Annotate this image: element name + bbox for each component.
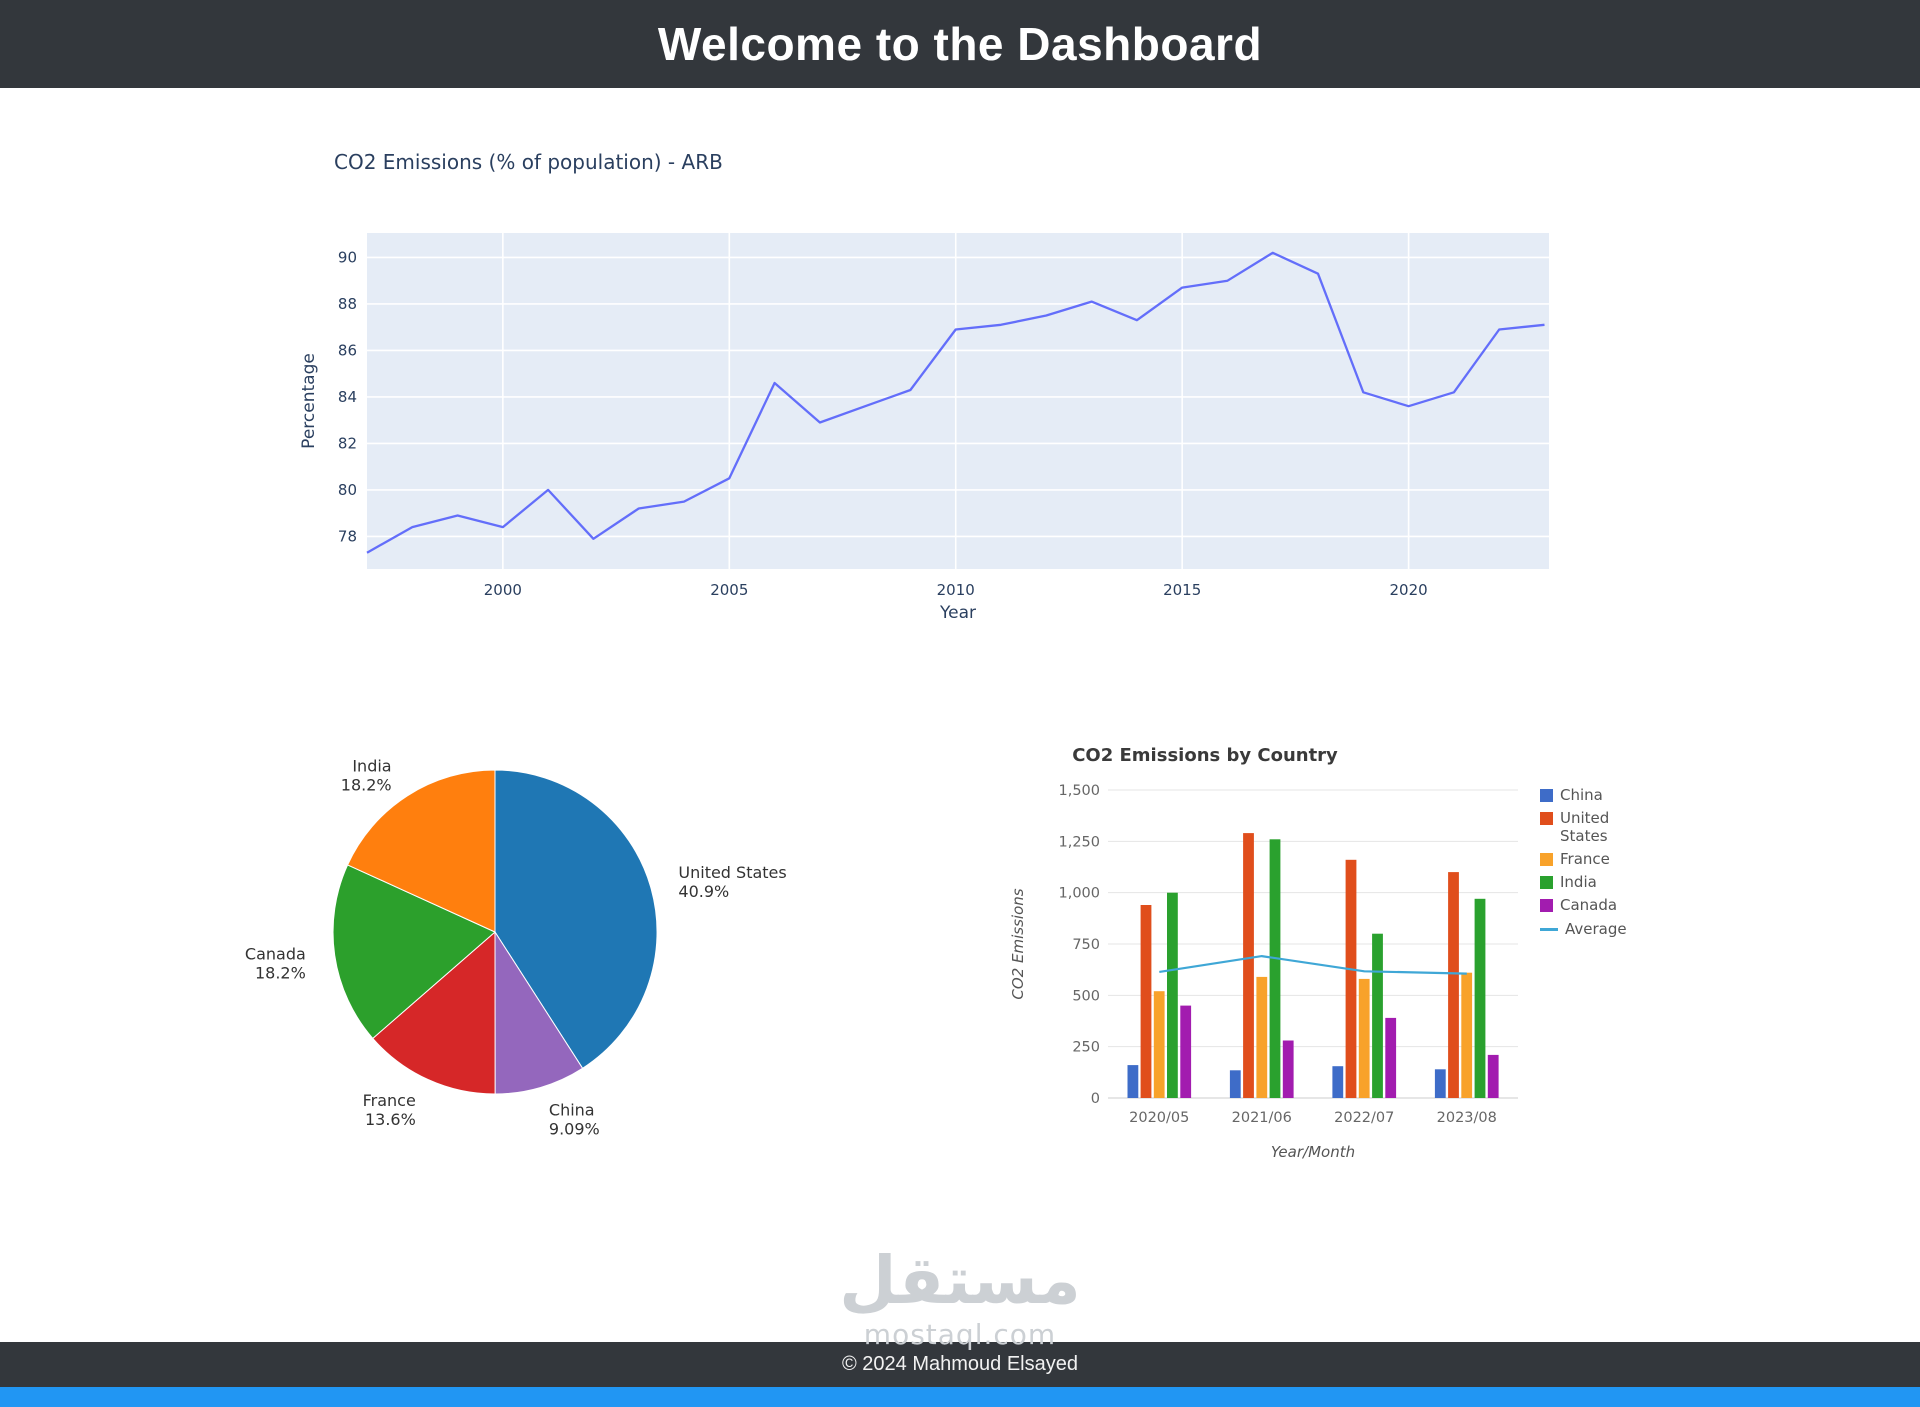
- svg-text:2020: 2020: [1390, 581, 1428, 599]
- bar-united-states-2022/07[interactable]: [1345, 859, 1357, 1098]
- legend-label: France: [1560, 849, 1610, 868]
- line-chart-x-axis-title: Year: [940, 603, 976, 623]
- legend-item-average[interactable]: Average: [1540, 919, 1640, 938]
- footer-bar: © 2024 Mahmoud Elsayed: [0, 1342, 1920, 1387]
- legend-label: Average: [1565, 919, 1627, 938]
- svg-text:82: 82: [338, 434, 357, 452]
- legend-label: India: [1560, 873, 1597, 891]
- svg-text:2020/05: 2020/05: [1129, 1110, 1189, 1126]
- bar-canada-2021/06[interactable]: [1282, 1040, 1294, 1099]
- bar-france-2022/07[interactable]: [1358, 978, 1370, 1098]
- svg-text:250: 250: [1072, 1040, 1100, 1056]
- svg-text:2022/07: 2022/07: [1334, 1110, 1394, 1126]
- svg-text:84: 84: [338, 388, 357, 406]
- bar-united-states-2020/05[interactable]: [1140, 905, 1152, 1098]
- svg-text:1,250: 1,250: [1058, 834, 1100, 850]
- svg-text:750: 750: [1072, 937, 1100, 953]
- svg-text:78: 78: [338, 527, 357, 545]
- svg-text:86: 86: [338, 341, 357, 359]
- co2-pie-chart[interactable]: United States 40.9% China 9.09% France 13.6% C…: [230, 740, 800, 1150]
- bar-chart-title: CO2 Emissions by Country: [1072, 745, 1338, 766]
- pie-slice-india[interactable]: [346, 769, 496, 933]
- pie-slice-united-states[interactable]: [494, 769, 658, 1069]
- pie-slice-canada[interactable]: [332, 864, 496, 1040]
- line-chart-y-axis-title: Percentage: [299, 353, 319, 449]
- svg-text:88: 88: [338, 295, 357, 313]
- legend-item-india[interactable]: India: [1540, 873, 1640, 891]
- line-chart-title: CO2 Emissions (% of population) - ARB: [334, 150, 723, 174]
- co2-bar-chart[interactable]: 0 250 500 750 1,000 1,250 1,500 2020/05 2021/06 2…: [1000, 745, 1690, 1175]
- bar-india-2020/05[interactable]: [1167, 892, 1178, 1098]
- bar-canada-2023/08[interactable]: [1487, 1054, 1499, 1098]
- legend-swatch: [1540, 852, 1553, 866]
- watermark: مستقل mostaql.com: [839, 1242, 1081, 1352]
- bar-india-2022/07[interactable]: [1372, 933, 1383, 1098]
- svg-text:2023/08: 2023/08: [1437, 1110, 1497, 1126]
- svg-text:1,000: 1,000: [1058, 886, 1100, 902]
- bar-france-2020/05[interactable]: [1153, 991, 1165, 1098]
- bar-chart-panel: CO2 Emissions by Country 0 250 500 750 1,000…: [1000, 745, 1690, 1175]
- legend-item-canada[interactable]: Canada: [1540, 896, 1640, 915]
- bar-china-2021/06[interactable]: [1229, 1070, 1241, 1098]
- legend-swatch: [1540, 789, 1553, 802]
- bar-france-2021/06[interactable]: [1256, 976, 1268, 1098]
- svg-text:1,500: 1,500: [1058, 783, 1100, 799]
- bar-china-2023/08[interactable]: [1434, 1069, 1446, 1098]
- pie-slice-china[interactable]: [494, 930, 584, 1095]
- bar-india-2021/06[interactable]: [1269, 839, 1281, 1098]
- bar-india-2023/08[interactable]: [1474, 898, 1486, 1098]
- svg-text:2015: 2015: [1163, 581, 1201, 599]
- bar-united-states-2021/06[interactable]: [1243, 833, 1254, 1098]
- footer-accent-strip: [0, 1387, 1920, 1407]
- bar-china-2020/05[interactable]: [1127, 1065, 1139, 1098]
- header-bar: Welcome to the Dashboard: [0, 0, 1920, 88]
- svg-text:2010: 2010: [937, 581, 975, 599]
- legend-item-united-states[interactable]: United States: [1540, 810, 1640, 845]
- copyright-text: © 2024 Mahmoud Elsayed: [842, 1353, 1078, 1375]
- bar-canada-2022/07[interactable]: [1385, 1017, 1397, 1098]
- svg-text:80: 80: [338, 481, 357, 499]
- svg-text:500: 500: [1072, 988, 1100, 1004]
- svg-text:2021/06: 2021/06: [1232, 1110, 1292, 1126]
- legend-swatch: [1540, 927, 1558, 931]
- co2-line-chart[interactable]: 2000 2005 2010 2015 2020 78 80 82 84 86 88 90: [280, 225, 1560, 600]
- page-title: Welcome to the Dashboard: [657, 18, 1263, 70]
- pie-slice-france[interactable]: [372, 930, 496, 1095]
- legend-label: Canada: [1560, 896, 1618, 915]
- bar-france-2023/08[interactable]: [1461, 972, 1473, 1098]
- legend-swatch: [1540, 876, 1553, 889]
- svg-text:90: 90: [338, 248, 357, 266]
- legend-item-france[interactable]: France: [1540, 849, 1640, 868]
- legend-swatch: [1540, 812, 1553, 826]
- bar-chart-y-axis-title: CO2 Emissions: [1009, 888, 1027, 1000]
- bar-chart-legend: China United States France India Canada Avera…: [1540, 786, 1640, 938]
- bar-canada-2020/05[interactable]: [1180, 1005, 1192, 1098]
- bar-china-2022/07[interactable]: [1332, 1066, 1344, 1098]
- bar-united-states-2023/08[interactable]: [1448, 872, 1459, 1098]
- legend-label: United States: [1560, 809, 1610, 845]
- legend-label: China: [1560, 786, 1603, 804]
- svg-text:0: 0: [1091, 1091, 1100, 1107]
- svg-text:2005: 2005: [710, 581, 748, 599]
- svg-text:2000: 2000: [484, 581, 522, 599]
- watermark-arabic-text: مستقل: [839, 1242, 1081, 1319]
- legend-swatch: [1540, 899, 1553, 913]
- bar-chart-x-axis-title: Year/Month: [1270, 1143, 1356, 1161]
- legend-item-china[interactable]: China: [1540, 786, 1640, 804]
